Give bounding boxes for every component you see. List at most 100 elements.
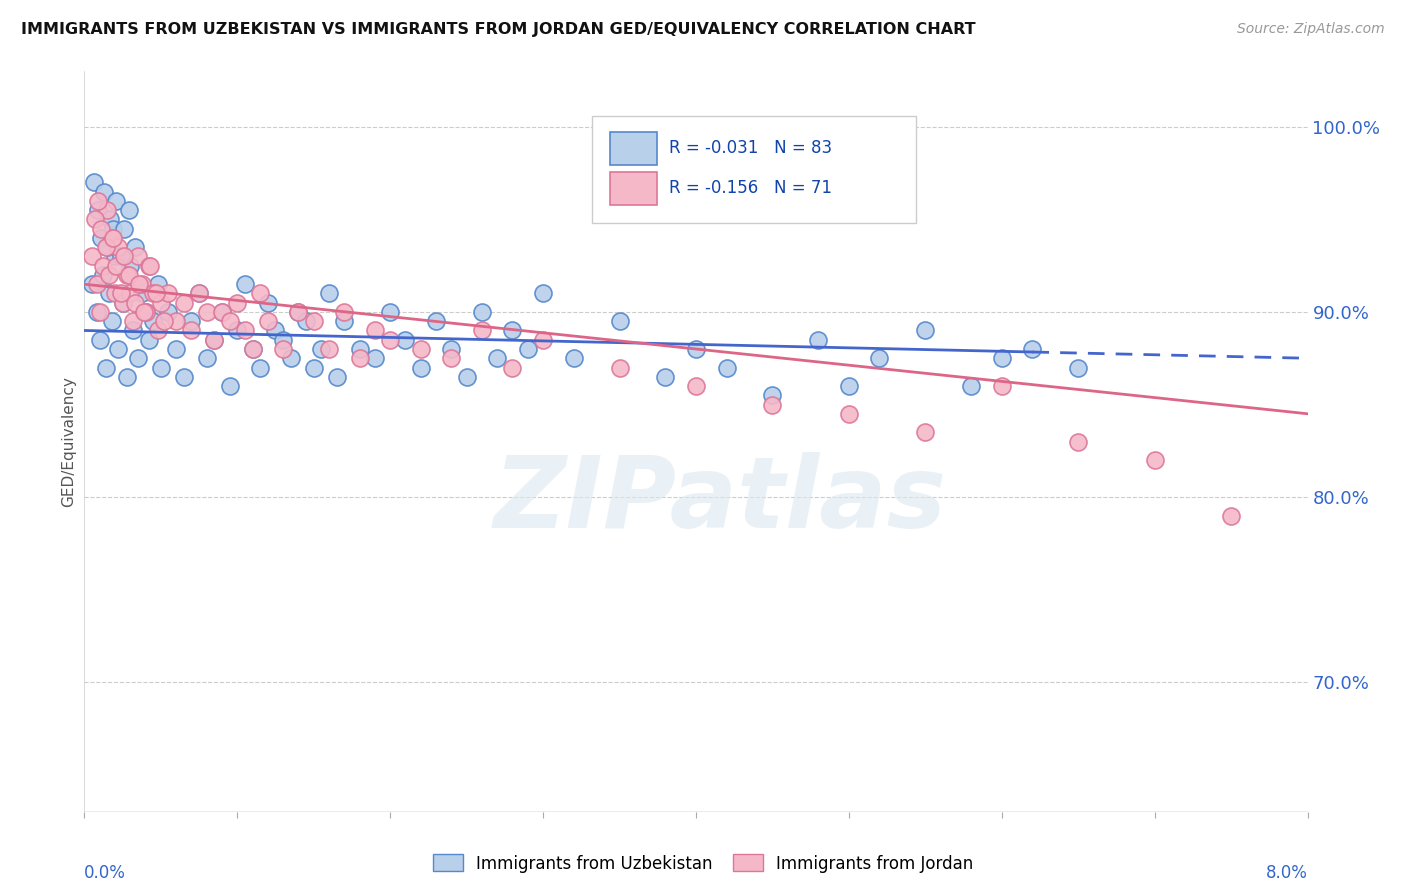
Text: IMMIGRANTS FROM UZBEKISTAN VS IMMIGRANTS FROM JORDAN GED/EQUIVALENCY CORRELATION: IMMIGRANTS FROM UZBEKISTAN VS IMMIGRANTS… bbox=[21, 22, 976, 37]
Point bbox=[157, 286, 180, 301]
Point bbox=[218, 314, 240, 328]
Point bbox=[94, 360, 117, 375]
Point bbox=[97, 268, 120, 282]
Point bbox=[249, 360, 271, 375]
Point bbox=[165, 342, 187, 356]
Point bbox=[112, 221, 135, 235]
Point bbox=[157, 305, 180, 319]
Point bbox=[146, 277, 169, 292]
Point bbox=[960, 379, 983, 393]
Point bbox=[96, 240, 118, 254]
Point bbox=[105, 194, 128, 208]
Point bbox=[165, 314, 187, 328]
Point bbox=[218, 379, 240, 393]
Point bbox=[132, 305, 155, 319]
Point bbox=[257, 295, 280, 310]
Text: Source: ZipAtlas.com: Source: ZipAtlas.com bbox=[1237, 22, 1385, 37]
Point bbox=[325, 369, 347, 384]
Point bbox=[991, 379, 1014, 393]
Point bbox=[562, 351, 585, 366]
Point bbox=[609, 314, 631, 328]
Point bbox=[94, 240, 117, 254]
Point bbox=[233, 324, 256, 338]
Point bbox=[440, 351, 463, 366]
Point bbox=[302, 314, 325, 328]
Point bbox=[409, 360, 432, 375]
Point bbox=[195, 351, 218, 366]
Point bbox=[807, 333, 830, 347]
Point bbox=[97, 286, 120, 301]
Point bbox=[311, 342, 333, 356]
Point bbox=[188, 286, 211, 301]
Point bbox=[869, 351, 891, 366]
Point bbox=[1067, 434, 1090, 449]
Point bbox=[716, 360, 738, 375]
Point bbox=[318, 286, 340, 301]
Point bbox=[991, 351, 1014, 366]
Text: 8.0%: 8.0% bbox=[1265, 863, 1308, 881]
Point bbox=[104, 286, 127, 301]
Point bbox=[90, 231, 112, 245]
Point bbox=[103, 221, 125, 235]
Point bbox=[531, 333, 554, 347]
Point bbox=[364, 351, 387, 366]
Point bbox=[349, 342, 371, 356]
Point bbox=[110, 250, 132, 264]
Point bbox=[271, 333, 294, 347]
Point bbox=[1067, 360, 1090, 375]
Point bbox=[761, 398, 783, 412]
Point bbox=[380, 333, 402, 347]
Point bbox=[202, 333, 225, 347]
Point bbox=[145, 286, 167, 301]
Point bbox=[127, 250, 149, 264]
Point bbox=[295, 314, 318, 328]
Point bbox=[914, 425, 936, 440]
Point bbox=[122, 324, 145, 338]
Point bbox=[502, 360, 524, 375]
Point bbox=[103, 231, 125, 245]
Point bbox=[138, 259, 160, 273]
Point bbox=[131, 286, 153, 301]
FancyBboxPatch shape bbox=[610, 172, 657, 204]
Point bbox=[188, 286, 211, 301]
Legend: Immigrants from Uzbekistan, Immigrants from Jordan: Immigrants from Uzbekistan, Immigrants f… bbox=[426, 847, 980, 880]
Point bbox=[654, 369, 676, 384]
Point bbox=[180, 324, 202, 338]
Point bbox=[516, 342, 538, 356]
Point bbox=[128, 277, 150, 292]
Point bbox=[87, 194, 110, 208]
Point bbox=[211, 305, 233, 319]
FancyBboxPatch shape bbox=[592, 116, 917, 223]
Point bbox=[86, 277, 108, 292]
Point bbox=[142, 286, 165, 301]
Point bbox=[685, 379, 707, 393]
Point bbox=[180, 314, 202, 328]
Point bbox=[761, 388, 783, 402]
Point bbox=[271, 342, 294, 356]
Y-axis label: GED/Equivalency: GED/Equivalency bbox=[60, 376, 76, 507]
Text: R = -0.156   N = 71: R = -0.156 N = 71 bbox=[669, 179, 832, 197]
Point bbox=[425, 314, 447, 328]
Point bbox=[257, 314, 280, 328]
Point bbox=[124, 295, 146, 310]
Text: ZIPatlas: ZIPatlas bbox=[494, 452, 948, 549]
Point bbox=[1021, 342, 1043, 356]
Point bbox=[89, 305, 111, 319]
Point bbox=[531, 286, 554, 301]
Point bbox=[84, 212, 107, 227]
Point bbox=[287, 305, 309, 319]
Point bbox=[914, 324, 936, 338]
Point bbox=[838, 407, 860, 421]
Point bbox=[87, 203, 110, 218]
Point bbox=[107, 240, 129, 254]
Point bbox=[111, 295, 134, 310]
Point bbox=[115, 268, 138, 282]
Point bbox=[685, 342, 707, 356]
Point bbox=[120, 259, 142, 273]
Point bbox=[173, 369, 195, 384]
Point bbox=[101, 231, 124, 245]
Point bbox=[226, 324, 249, 338]
Point bbox=[93, 185, 115, 199]
Point bbox=[264, 324, 287, 338]
Point bbox=[142, 314, 165, 328]
